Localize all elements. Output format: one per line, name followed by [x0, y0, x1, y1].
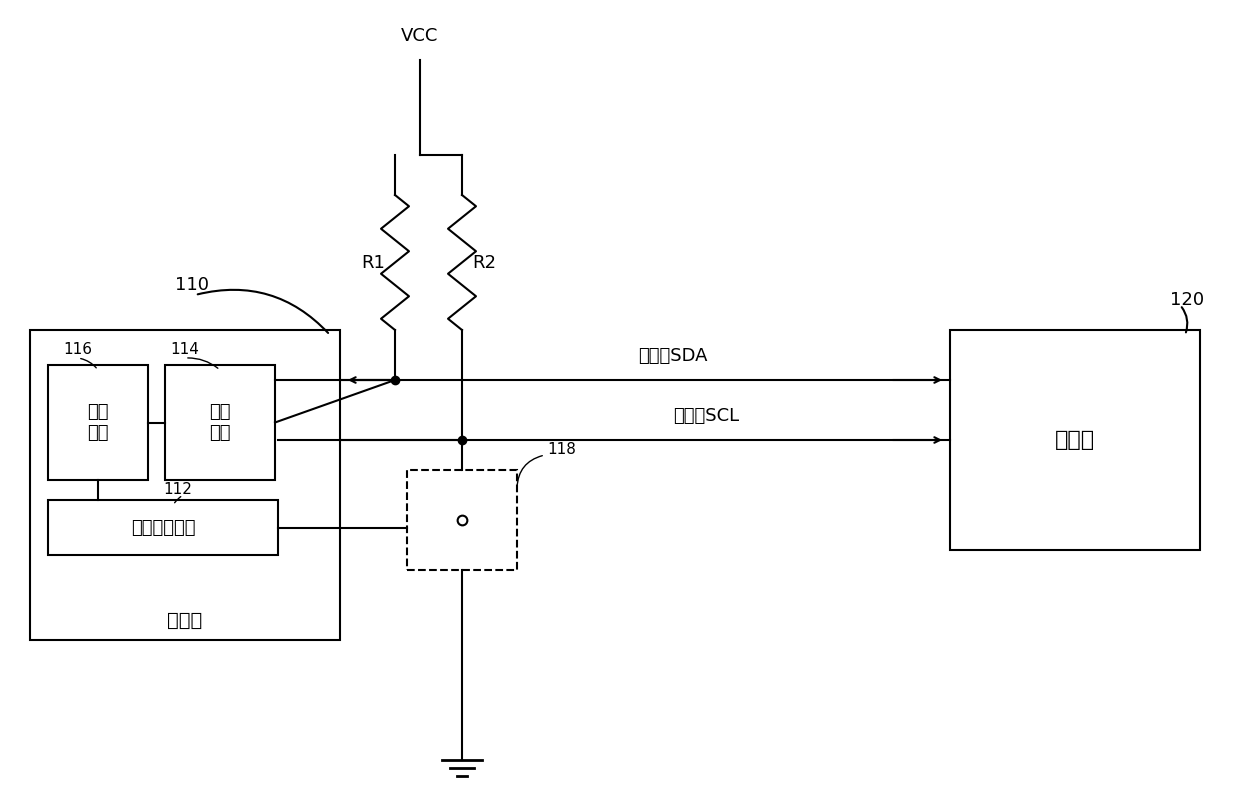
FancyBboxPatch shape: [407, 470, 517, 570]
Text: 时钟线SCL: 时钟线SCL: [673, 407, 739, 425]
Text: 检测
模块: 检测 模块: [210, 403, 231, 442]
Text: 主设备: 主设备: [167, 611, 202, 629]
FancyBboxPatch shape: [30, 330, 340, 640]
Text: 114: 114: [170, 343, 198, 357]
Text: 112: 112: [162, 483, 192, 497]
Text: VCC: VCC: [402, 27, 439, 45]
Text: 控制
模块: 控制 模块: [87, 403, 109, 442]
Text: 110: 110: [175, 276, 210, 294]
Text: 116: 116: [63, 343, 92, 357]
Text: 输入输出接口: 输入输出接口: [130, 518, 195, 536]
Text: R2: R2: [472, 254, 496, 271]
Text: R1: R1: [361, 254, 384, 271]
Text: 从设备: 从设备: [1055, 430, 1095, 450]
Text: 118: 118: [547, 442, 575, 458]
FancyBboxPatch shape: [950, 330, 1200, 550]
FancyBboxPatch shape: [165, 365, 275, 480]
FancyBboxPatch shape: [48, 365, 148, 480]
Text: 数据线SDA: 数据线SDA: [637, 347, 707, 365]
FancyBboxPatch shape: [48, 500, 278, 555]
Text: 120: 120: [1171, 291, 1204, 309]
